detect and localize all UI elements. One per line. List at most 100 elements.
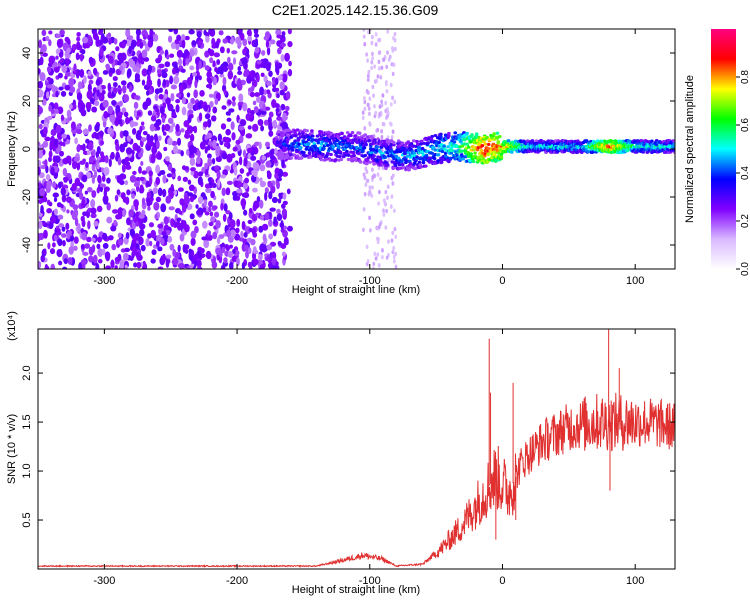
spectrogram-cell — [225, 187, 231, 196]
snr-x-ticks: -300 -200 -100 0 100 — [93, 329, 644, 587]
spectrogram-cell — [106, 202, 111, 211]
spectrogram-cell — [117, 238, 124, 246]
spectrogram-cell — [69, 86, 76, 94]
spectrogram-cell — [136, 261, 142, 269]
spectrogram-cell — [218, 234, 225, 239]
spectrogram-cell — [242, 192, 250, 199]
spectrogram-cell — [128, 45, 132, 54]
spectrogram-cell — [166, 173, 173, 178]
spectrogram-cell — [65, 117, 70, 124]
spectrogram-y-tick-label: 40 — [21, 47, 33, 59]
spectrogram-cell — [86, 149, 92, 156]
spectrogram-cell — [205, 250, 212, 260]
spectrogram-cell — [167, 117, 174, 124]
spectrogram-cell — [53, 197, 58, 203]
spectrogram-cell — [261, 60, 268, 69]
spectrogram-cell — [370, 60, 374, 65]
spectrogram-cell — [50, 109, 55, 115]
spectrogram-cell — [128, 209, 135, 218]
spectrogram-cell — [310, 138, 315, 142]
spectrogram-cell — [246, 75, 252, 84]
spectrogram-cell — [133, 109, 138, 118]
spectrogram-cell — [371, 185, 374, 190]
spectrogram-cell — [193, 89, 198, 99]
spectrogram-cell — [236, 257, 240, 267]
spectrogram-cell — [50, 128, 57, 136]
spectrogram-cell — [203, 199, 208, 206]
spectrogram-cell — [82, 128, 90, 135]
spectrogram-cell — [95, 38, 100, 47]
spectrogram-cell — [105, 63, 111, 72]
spectrogram-cell — [219, 140, 224, 146]
spectrogram-cell — [376, 74, 380, 79]
spectrogram-cell — [380, 99, 384, 104]
spectrogram-cell — [77, 81, 83, 90]
spectrogram-cell — [376, 239, 380, 245]
spectrogram-cell — [49, 215, 57, 224]
spectrogram-cell — [111, 243, 117, 251]
spectrogram-cell — [213, 52, 220, 58]
spectrogram-cell — [87, 186, 93, 193]
spectrogram-cell — [490, 156, 494, 160]
spectrogram-cell — [68, 246, 74, 255]
spectrogram-cell — [60, 90, 67, 97]
spectrogram-cell — [236, 188, 243, 194]
spectrogram-cell — [473, 151, 477, 155]
spectrogram-cell — [145, 238, 150, 247]
spectrogram-cell — [249, 264, 253, 269]
spectrogram-cell — [255, 212, 260, 217]
spectrogram-cell — [49, 139, 55, 149]
spectrogram-cell — [231, 132, 236, 141]
spectrogram-cell — [366, 58, 369, 63]
spectrogram-cell — [150, 258, 156, 264]
spectrogram-cell — [133, 262, 138, 268]
spectrogram-cell — [115, 46, 120, 52]
spectrogram-cell — [39, 56, 44, 66]
spectrogram-cell — [268, 70, 273, 77]
spectrogram-cell — [38, 220, 43, 230]
spectrogram-cell — [205, 35, 210, 43]
spectrogram-cell — [81, 219, 86, 228]
spectrogram-cell — [126, 135, 132, 142]
spectrogram-cell — [175, 43, 180, 51]
spectrogram-cell — [102, 232, 108, 241]
spectrogram-cell — [163, 146, 168, 152]
spectrogram-cell — [190, 230, 197, 239]
spectrogram-cell — [189, 157, 196, 166]
spectrogram-cell — [217, 133, 223, 142]
spectrogram-cell — [247, 219, 253, 225]
spectrogram-cell — [261, 223, 269, 231]
spectrogram-cell — [43, 196, 48, 203]
snr-x-tick-label: 0 — [499, 575, 505, 587]
spectrogram-cell — [132, 56, 138, 62]
spectrogram-cell — [187, 179, 192, 185]
spectrogram-cell — [125, 38, 132, 47]
spectrogram-cell — [162, 174, 167, 184]
spectrogram-cell — [197, 101, 202, 110]
spectrogram-cell — [53, 138, 59, 147]
spectrogram-cell — [293, 139, 297, 143]
spectrogram-cell — [378, 50, 382, 55]
spectrogram-cell — [55, 33, 62, 39]
spectrogram-cell — [494, 158, 498, 162]
spectrogram-cell — [147, 64, 153, 72]
spectrogram-cell — [280, 243, 287, 250]
spectrogram-cell — [367, 139, 372, 143]
spectrogram-y-tick-label: -20 — [21, 189, 33, 205]
spectrogram-cell — [133, 182, 140, 188]
spectrogram-cell — [88, 156, 94, 164]
spectrogram-cell — [371, 167, 374, 172]
spectrogram-cell — [164, 61, 171, 68]
spectrogram-cell — [238, 156, 243, 166]
spectrogram-cell — [148, 222, 155, 228]
spectrogram-cell — [149, 141, 155, 147]
spectrogram-cell — [125, 116, 130, 125]
spectrogram-cell — [99, 183, 106, 188]
spectrogram-cell — [129, 58, 136, 68]
spectrogram-cell — [277, 47, 282, 55]
spectrogram-cell — [170, 92, 175, 102]
spectrogram-cell — [439, 132, 443, 136]
spectrogram-cell — [392, 140, 396, 145]
spectrogram-cell — [183, 120, 190, 128]
